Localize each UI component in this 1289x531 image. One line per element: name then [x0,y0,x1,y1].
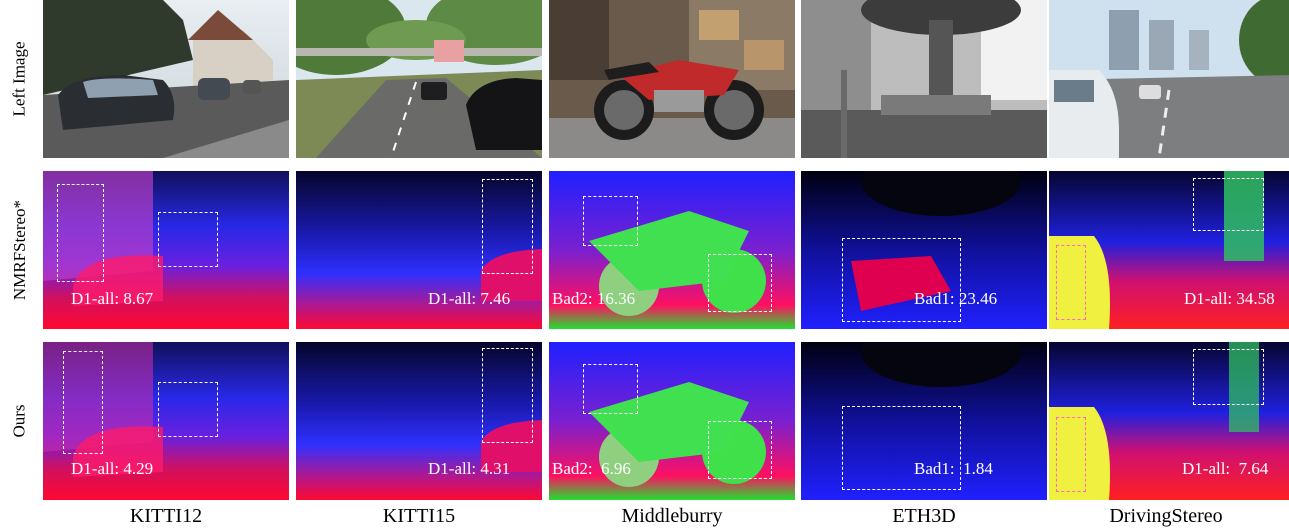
highlight-box [57,184,104,282]
highlight-box [158,382,218,437]
left-image-kitti12 [43,0,289,158]
highlight-box [708,421,772,479]
column-label-eth3d: ETH3D [892,505,956,527]
highlight-box [583,196,638,246]
ours-disparity-drivingstereo [1049,342,1289,500]
highlight-box [158,212,218,267]
highlight-box [482,179,533,274]
highlight-box [1056,417,1086,492]
nmrf-metric-middlebury: Bad2: 16.36 [552,289,636,308]
ours-metric-eth3d: Bad1: 1.84 [914,459,993,478]
ours-metric-kitti15: D1-all: 4.31 [428,459,511,478]
highlight-box [842,238,961,322]
highlight-box [1193,178,1264,231]
highlight-box [482,348,533,443]
left-image-eth3d [801,0,1047,158]
nmrf-metric-drivingstereo: D1-all: 34.58 [1184,289,1275,308]
row-label-nmrfstereo: NMRFStereo* [10,199,29,301]
nmrf-metric-eth3d: Bad1: 23.46 [914,289,998,308]
column-label-kitti12: KITTI12 [129,505,203,527]
left-image-kitti15 [296,0,542,158]
highlight-box [842,406,961,490]
nmrf-disparity-middlebury [549,171,795,329]
nmrf-disparity-kitti12 [43,171,289,329]
row-label-ours: Ours [10,404,29,438]
nmrf-metric-kitti12: D1-all: 8.67 [71,289,154,308]
nmrf-metric-kitti15: D1-all: 7.46 [428,289,511,308]
ours-metric-middlebury: Bad2: 6.96 [552,459,631,478]
nmrf-disparity-kitti15 [296,171,542,329]
row-label-left-image: Left Image [10,41,30,117]
nmrf-disparity-drivingstereo [1049,171,1289,329]
column-label-drivingstereo: DrivingStereo [1109,505,1223,527]
column-label-kitti15: KITTI15 [382,505,456,527]
highlight-box [1193,349,1264,405]
ours-metric-kitti12: D1-all: 4.29 [71,459,154,478]
ours-metric-drivingstereo: D1-all: 7.64 [1182,459,1269,478]
ours-disparity-kitti15 [296,342,542,500]
highlight-box [63,351,103,454]
highlight-box [583,364,638,414]
highlight-box [1056,245,1086,320]
ours-disparity-kitti12 [43,342,289,500]
left-image-middlebury [549,0,795,158]
column-label-middlebury: Middleburry [621,505,723,527]
left-image-drivingstereo [1049,0,1289,158]
highlight-box [708,254,772,312]
